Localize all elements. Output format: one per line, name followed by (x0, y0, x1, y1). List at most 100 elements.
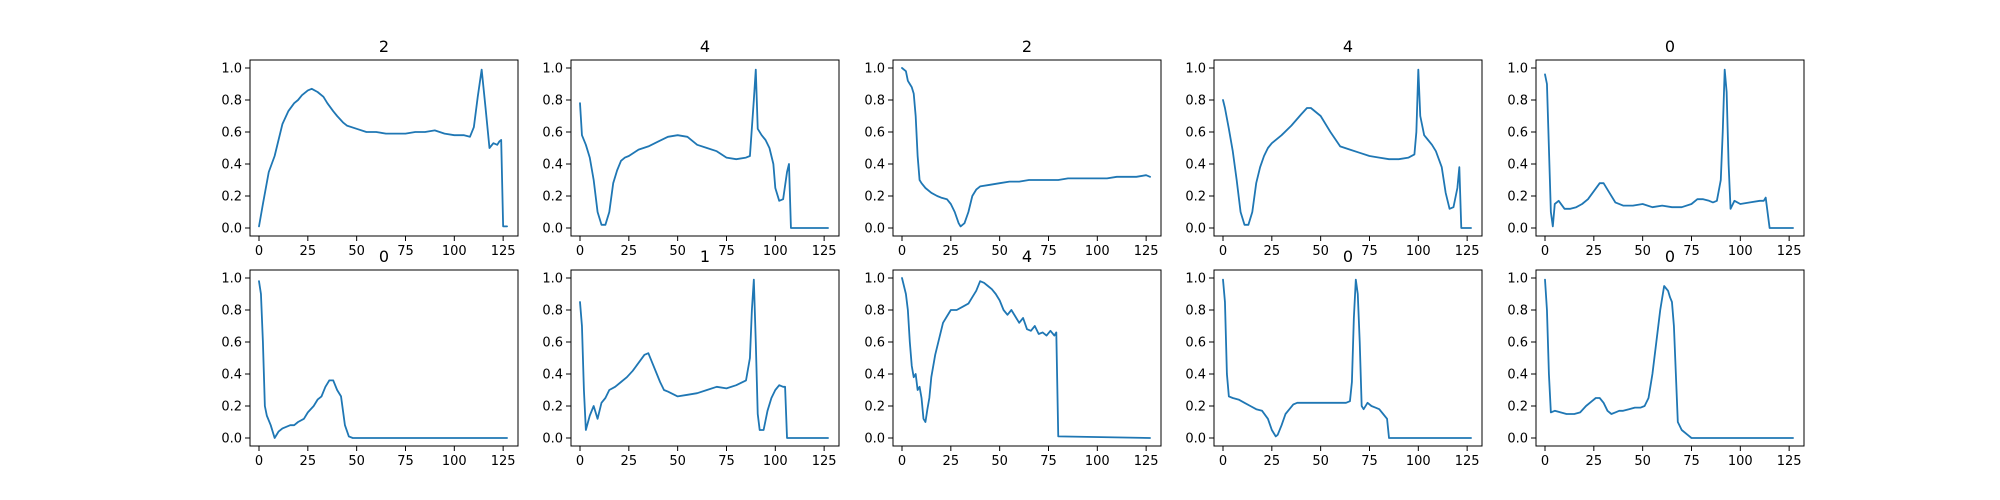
y-tick-label: 0.0 (1507, 222, 1528, 237)
x-tick-label: 50 (669, 454, 686, 469)
x-tick-label: 125 (812, 454, 837, 469)
panel-1: 0 25 50 75 100 125 0.0 0.2 0.4 0.6 0.8 1.0 2 (221, 37, 519, 259)
series-line (258, 68, 508, 228)
x-tick-label: 125 (1455, 244, 1480, 259)
x-tick-label: 125 (1777, 244, 1802, 259)
y-tick-label: 0.4 (221, 368, 242, 383)
panel-6: 0 25 50 75 100 125 0.0 0.2 0.4 0.6 0.8 1.0 0 (221, 247, 519, 469)
y-tick-label: 0.4 (864, 368, 885, 383)
axes-frame (1213, 59, 1483, 237)
panel-title: 2 (1022, 37, 1032, 56)
y-tick-label: 0.8 (542, 304, 563, 319)
panel-title: 4 (700, 37, 710, 56)
y-tick-label: 1.0 (1507, 272, 1528, 287)
x-tick-label: 0 (576, 454, 584, 469)
panel-title: 2 (379, 37, 389, 56)
x-tick-label: 75 (1040, 454, 1057, 469)
y-tick-label: 0.0 (864, 432, 885, 447)
x-tick-label: 25 (1264, 454, 1281, 469)
x-tick-label: 125 (1134, 454, 1159, 469)
series-line (1222, 68, 1472, 229)
series-line (1222, 278, 1472, 439)
panel-2: 0 25 50 75 100 125 0.0 0.2 0.4 0.6 0.8 1.0 4 (542, 37, 840, 259)
y-tick-label: 1.0 (864, 272, 885, 287)
x-tick-label: 50 (991, 454, 1008, 469)
x-tick-label: 125 (1455, 454, 1480, 469)
panel-title: 0 (379, 247, 389, 266)
y-tick-label: 0.4 (1507, 158, 1528, 173)
x-tick-label: 0 (1541, 454, 1549, 469)
x-tick-label: 125 (491, 454, 516, 469)
y-tick-label: 0.0 (864, 222, 885, 237)
x-tick-label: 25 (1264, 244, 1281, 259)
x-tick-label: 25 (621, 454, 638, 469)
x-tick-label: 0 (1219, 244, 1227, 259)
x-tick-label: 50 (669, 244, 686, 259)
panel-3: 0 25 50 75 100 125 0.0 0.2 0.4 0.6 0.8 1.0 2 (864, 37, 1162, 259)
y-tick-label: 1.0 (1507, 62, 1528, 77)
axes-frame (1535, 59, 1805, 237)
y-tick-label: 0.4 (542, 368, 563, 383)
x-tick-label: 100 (442, 454, 467, 469)
axes-frame (570, 59, 840, 237)
y-tick-label: 0.8 (1185, 94, 1206, 109)
series-line (1544, 278, 1794, 439)
panel-title: 0 (1665, 37, 1675, 56)
panel-title: 0 (1665, 247, 1675, 266)
panel-title: 0 (1343, 247, 1353, 266)
x-tick-label: 25 (621, 244, 638, 259)
x-tick-label: 50 (348, 454, 365, 469)
y-tick-label: 0.8 (221, 304, 242, 319)
y-tick-label: 0.8 (1507, 94, 1528, 109)
y-tick-label: 0.2 (864, 190, 885, 205)
panel-title: 4 (1022, 247, 1032, 266)
series-line (901, 67, 1151, 228)
x-tick-label: 100 (1728, 244, 1753, 259)
x-tick-label: 100 (763, 454, 788, 469)
x-tick-label: 125 (812, 244, 837, 259)
x-tick-label: 100 (1406, 244, 1431, 259)
x-tick-label: 100 (763, 244, 788, 259)
x-tick-label: 0 (255, 454, 263, 469)
x-tick-label: 0 (1219, 454, 1227, 469)
series-line (579, 68, 829, 229)
panel-7: 0 25 50 75 100 125 0.0 0.2 0.4 0.6 0.8 1.0 1 (542, 247, 840, 469)
x-tick-label: 125 (491, 244, 516, 259)
y-tick-label: 0.0 (221, 222, 242, 237)
y-tick-label: 0.6 (221, 336, 242, 351)
y-tick-label: 0.4 (864, 158, 885, 173)
y-tick-label: 0.8 (1185, 304, 1206, 319)
y-tick-label: 0.4 (542, 158, 563, 173)
x-tick-label: 25 (1586, 244, 1603, 259)
y-tick-label: 0.8 (1507, 304, 1528, 319)
y-tick-label: 1.0 (1185, 62, 1206, 77)
x-tick-label: 50 (1312, 244, 1329, 259)
y-tick-label: 1.0 (221, 62, 242, 77)
axes-frame (249, 59, 519, 237)
series-line (901, 277, 1151, 439)
panel-10: 0 25 50 75 100 125 0.0 0.2 0.4 0.6 0.8 1.0 0 (1507, 247, 1805, 469)
x-tick-label: 125 (1134, 244, 1159, 259)
x-tick-label: 75 (1683, 454, 1700, 469)
x-tick-label: 75 (1361, 454, 1378, 469)
y-tick-label: 0.6 (1507, 336, 1528, 351)
x-tick-label: 50 (1312, 454, 1329, 469)
y-tick-label: 0.0 (1507, 432, 1528, 447)
x-tick-label: 25 (943, 454, 960, 469)
y-tick-label: 0.6 (221, 126, 242, 141)
y-tick-label: 0.0 (1185, 432, 1206, 447)
y-tick-label: 0.0 (542, 432, 563, 447)
panel-9: 0 25 50 75 100 125 0.0 0.2 0.4 0.6 0.8 1.0 0 (1185, 247, 1483, 469)
x-tick-label: 100 (1728, 454, 1753, 469)
y-tick-label: 0.0 (221, 432, 242, 447)
x-tick-label: 0 (576, 244, 584, 259)
series-line (258, 280, 508, 439)
y-tick-label: 0.2 (1185, 190, 1206, 205)
y-tick-label: 0.6 (542, 126, 563, 141)
y-tick-label: 0.6 (1185, 126, 1206, 141)
y-tick-label: 0.2 (1507, 400, 1528, 415)
x-tick-label: 0 (1541, 244, 1549, 259)
y-tick-label: 0.4 (1185, 368, 1206, 383)
y-tick-label: 1.0 (1185, 272, 1206, 287)
y-tick-label: 1.0 (864, 62, 885, 77)
